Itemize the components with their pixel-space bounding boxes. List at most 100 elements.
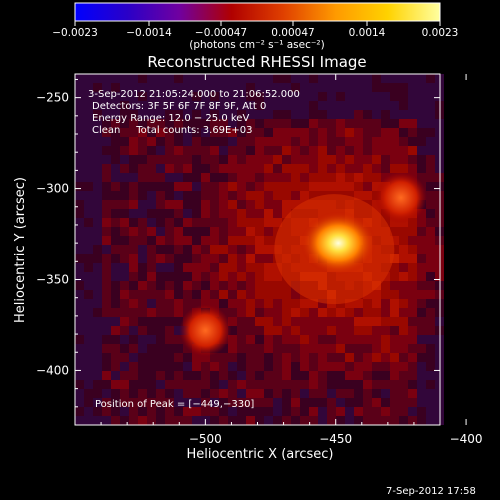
heatmap-cell [354, 353, 363, 362]
heatmap-cell [318, 299, 327, 308]
heatmap-cell [120, 101, 129, 110]
heatmap-cell [327, 335, 336, 344]
heatmap-cell [147, 74, 156, 83]
heatmap-cell [426, 371, 435, 380]
heatmap-cell [264, 380, 273, 389]
heatmap-cell [228, 335, 237, 344]
heatmap-cell [246, 299, 255, 308]
heatmap-cell [237, 362, 246, 371]
heatmap-cell [75, 317, 84, 326]
heatmap-cell [381, 146, 390, 155]
heatmap-cell [264, 164, 273, 173]
heatmap-cell [300, 164, 309, 173]
heatmap-cell [246, 254, 255, 263]
heatmap-cell [111, 407, 120, 416]
heatmap-cell [399, 389, 408, 398]
heatmap-cell [264, 173, 273, 182]
heatmap-cell [120, 326, 129, 335]
heatmap-cell [282, 407, 291, 416]
heatmap-cell [138, 128, 147, 137]
heatmap-cell [264, 101, 273, 110]
heatmap-cell [246, 353, 255, 362]
heatmap-cell [147, 146, 156, 155]
heatmap-cell [417, 398, 426, 407]
heatmap-cell [426, 164, 435, 173]
heatmap-cell [147, 164, 156, 173]
heatmap-cell [192, 74, 201, 83]
heatmap-cell [345, 128, 354, 137]
heatmap-cell [273, 137, 282, 146]
heatmap-cell [192, 173, 201, 182]
heatmap-cell [147, 218, 156, 227]
heatmap-cell [300, 389, 309, 398]
heatmap-cell [174, 236, 183, 245]
heatmap-cell [93, 389, 102, 398]
heatmap-cell [75, 416, 84, 425]
heatmap-cell [129, 137, 138, 146]
heatmap-cell [273, 119, 282, 128]
heatmap-cell [399, 227, 408, 236]
heatmap-cell [174, 209, 183, 218]
heatmap-cell [417, 218, 426, 227]
heatmap-cell [129, 74, 138, 83]
heatmap-cell [291, 380, 300, 389]
heatmap-cell [390, 128, 399, 137]
heatmap-cell [363, 182, 372, 191]
heatmap-cell [183, 263, 192, 272]
heatmap-cell [138, 389, 147, 398]
heatmap-cell [273, 74, 282, 83]
heatmap-cell [363, 101, 372, 110]
heatmap-cell [336, 389, 345, 398]
heatmap-cell [210, 128, 219, 137]
heatmap-cell [111, 353, 120, 362]
heatmap-cell [264, 389, 273, 398]
heatmap-cell [138, 191, 147, 200]
heatmap-cell [138, 218, 147, 227]
heatmap-cell [84, 416, 93, 425]
heatmap-cell [399, 335, 408, 344]
heatmap-cell [426, 407, 435, 416]
heatmap-cell [363, 74, 372, 83]
heatmap-cell [102, 335, 111, 344]
x-tick-label: −450 [319, 432, 352, 446]
heatmap-cell [219, 218, 228, 227]
heatmap-cell [408, 353, 417, 362]
heatmap-cell [300, 317, 309, 326]
heatmap-cell [426, 290, 435, 299]
heatmap-cell [192, 299, 201, 308]
heatmap-cell [84, 110, 93, 119]
heatmap-cell [156, 101, 165, 110]
heatmap-cell [174, 353, 183, 362]
heatmap-cell [273, 362, 282, 371]
heatmap-cell [336, 326, 345, 335]
heatmap-cell [327, 83, 336, 92]
heatmap-cell [408, 218, 417, 227]
heatmap-cell [354, 407, 363, 416]
heatmap-cell [291, 173, 300, 182]
heatmap-cell [336, 416, 345, 425]
heatmap-cell [237, 317, 246, 326]
colorbar-tick-label: 0.0023 [422, 27, 459, 39]
heatmap-cell [345, 173, 354, 182]
heatmap-cell [75, 101, 84, 110]
heatmap-cell [372, 398, 381, 407]
heatmap-cell [354, 326, 363, 335]
heatmap-cell [156, 353, 165, 362]
heatmap-cell [111, 344, 120, 353]
heatmap-cell [336, 137, 345, 146]
heatmap-cell [381, 83, 390, 92]
heatmap-cell [183, 200, 192, 209]
heatmap-cell [282, 209, 291, 218]
heatmap-cell [327, 137, 336, 146]
heatmap-cell [273, 281, 282, 290]
heatmap-cell [237, 101, 246, 110]
heatmap-cell [408, 389, 417, 398]
heatmap-cell [327, 101, 336, 110]
heatmap-cell [165, 227, 174, 236]
heatmap-cell [255, 209, 264, 218]
heatmap-cell [102, 173, 111, 182]
heatmap-cell [93, 146, 102, 155]
heatmap-cell [129, 146, 138, 155]
heatmap-cell [111, 218, 120, 227]
heatmap-cell [336, 155, 345, 164]
